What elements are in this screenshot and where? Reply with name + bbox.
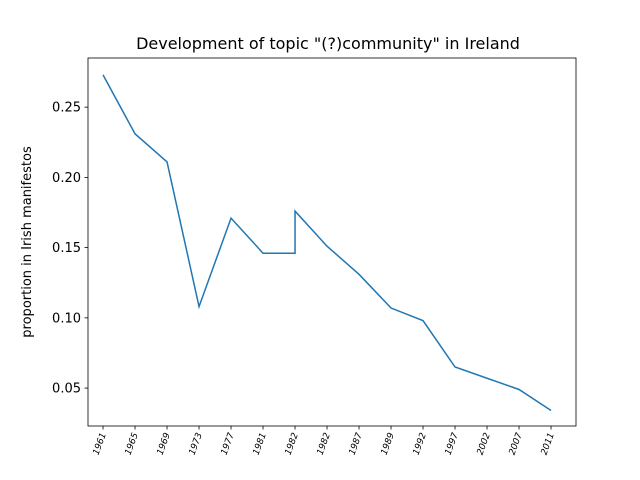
y-tick-label: 0.25 [52,101,81,116]
x-tick-label: 1965 [124,431,141,456]
y-tick-label: 0.20 [52,171,81,186]
x-tick-label: 2007 [508,431,525,456]
x-tick-label: 1989 [380,431,397,456]
x-tick-label: 1969 [156,431,173,456]
y-tick-label: 0.15 [52,241,81,256]
x-tick-label: 2011 [540,432,557,457]
x-tick-label: 1987 [348,431,365,456]
line-series [102,74,552,412]
x-tick-label: 2002 [476,431,493,456]
y-axis-label: proportion in Irish manifestos [20,146,35,338]
x-tick-label: 1982 [316,431,333,456]
x-tick-label: 1961 [92,432,109,457]
x-tick-label: 1982 [284,431,301,456]
x-tick-label: 1973 [188,431,205,456]
y-tick-label: 0.05 [52,382,81,397]
y-tick-label: 0.10 [52,311,81,326]
x-tick-label: 1981 [252,432,269,457]
x-tick-label: 1997 [444,431,461,456]
x-tick-label: 1977 [220,431,237,456]
x-tick-label: 1992 [412,431,429,456]
chart-title: Development of topic "(?)community" in I… [136,34,520,53]
plot-frame [87,57,577,427]
